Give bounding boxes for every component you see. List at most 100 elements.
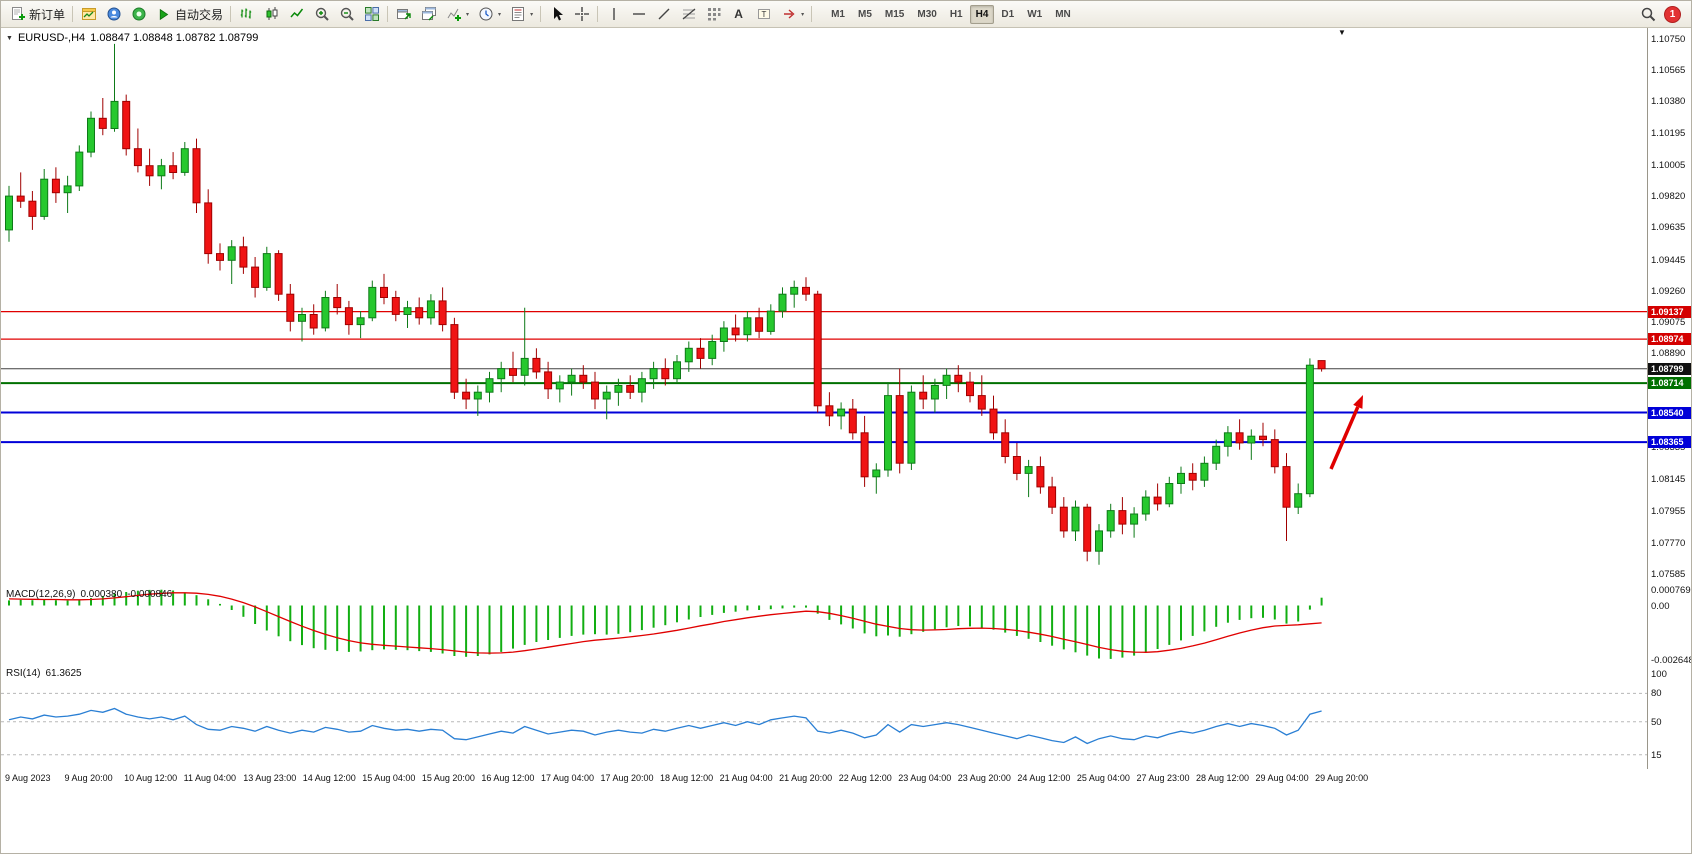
chart-symbol-period: EURUSD-,H4 xyxy=(17,32,86,44)
indicators-icon xyxy=(445,6,462,23)
templates-button[interactable]: ▾ xyxy=(505,3,537,26)
crosshair-button[interactable] xyxy=(569,3,594,26)
time-axis[interactable]: 9 Aug 2023 9 Aug 20:00 10 Aug 12:00 11 Aug … xyxy=(1,769,1647,789)
arrange-windows-icon xyxy=(395,6,412,23)
toolbar-separator xyxy=(387,6,389,22)
time-tick: 16 Aug 12:00 xyxy=(481,773,535,783)
price-tick: 1.09635 xyxy=(1651,222,1686,234)
clock-icon xyxy=(477,6,494,23)
bar-chart-button[interactable] xyxy=(234,3,259,26)
trendline-button[interactable] xyxy=(651,3,676,26)
rsi-tick: 50 xyxy=(1651,716,1662,728)
time-tick: 17 Aug 20:00 xyxy=(600,773,654,783)
price-tick: 1.08145 xyxy=(1651,474,1686,486)
profiles-icon xyxy=(105,6,122,23)
text-button[interactable]: A xyxy=(726,3,751,26)
new-order-button[interactable]: 新订单 xyxy=(5,3,69,26)
text-icon: A xyxy=(734,7,743,21)
zoom-in-icon xyxy=(313,6,330,23)
arrows-tool-button[interactable]: ▾ xyxy=(776,3,808,26)
main-toolbar: 新订单 自动交易 xyxy=(1,1,1691,28)
vertical-line-button[interactable] xyxy=(601,3,626,26)
price-tick: 1.07955 xyxy=(1651,506,1686,518)
chevron-down-icon: ▾ xyxy=(466,11,470,18)
zoom-in-button[interactable] xyxy=(309,3,334,26)
price-label: 1.08974 xyxy=(1648,333,1691,346)
timeframe-h1[interactable]: H1 xyxy=(949,8,963,20)
timeframe-m5[interactable]: M5 xyxy=(858,8,872,20)
cursor-button[interactable] xyxy=(544,3,569,26)
main-chart-pane[interactable]: ▼ EURUSD-,H4 1.08847 1.08848 1.08782 1.0… xyxy=(1,27,1647,585)
trendline-icon xyxy=(655,6,672,23)
tile-windows-button[interactable] xyxy=(359,3,384,26)
price-tick: 1.10750 xyxy=(1651,33,1686,45)
cascade-windows-button[interactable] xyxy=(416,3,441,26)
timeframe-m30[interactable]: M30 xyxy=(917,8,937,20)
macd-tick: -0.002648 xyxy=(1651,654,1692,666)
zoom-out-icon xyxy=(338,6,355,23)
terminal-button[interactable] xyxy=(126,3,151,26)
new-order-icon xyxy=(9,6,26,23)
bar-chart-icon xyxy=(238,6,255,23)
autotrade-label: 自动交易 xyxy=(175,7,224,22)
indicators-button[interactable]: ▾ xyxy=(441,3,473,26)
timeframe-w1[interactable]: W1 xyxy=(1027,8,1043,20)
horizontal-line-button[interactable] xyxy=(626,3,651,26)
time-tick: 23 Aug 20:00 xyxy=(957,773,1011,783)
fibonacci-icon xyxy=(680,6,697,23)
terminal-icon xyxy=(130,6,147,23)
macd-signal-value: -0.000846 xyxy=(127,589,173,600)
arrange-windows-button[interactable] xyxy=(391,3,416,26)
objects-grid-button[interactable] xyxy=(701,3,726,26)
timeframe-h4[interactable]: H4 xyxy=(969,4,995,24)
new-chart-button[interactable] xyxy=(76,3,101,26)
chevron-down-icon: ▾ xyxy=(801,11,805,18)
crosshair-icon xyxy=(573,6,590,23)
time-tick: 15 Aug 04:00 xyxy=(362,773,416,783)
toolbar-right: 1 xyxy=(1639,5,1687,23)
objects-grid-icon xyxy=(705,6,722,23)
chart-title: ▼ EURUSD-,H4 1.08847 1.08848 1.08782 1.0… xyxy=(6,32,258,44)
rsi-tick: 15 xyxy=(1651,749,1662,761)
price-tick: 1.10005 xyxy=(1651,159,1686,171)
time-tick: 29 Aug 04:00 xyxy=(1255,773,1309,783)
profiles-button[interactable] xyxy=(101,3,126,26)
autotrade-play-icon xyxy=(155,6,172,23)
timeframe-d1[interactable]: D1 xyxy=(1001,8,1015,20)
cascade-windows-icon xyxy=(420,6,437,23)
periods-button[interactable]: ▾ xyxy=(473,3,505,26)
timeframe-m15[interactable]: M15 xyxy=(884,8,905,20)
price-label: 1.08540 xyxy=(1648,406,1691,419)
price-scale[interactable]: 1.10750 1.10565 1.10380 1.10195 1.10005 1.098… xyxy=(1647,27,1692,769)
one-click-trading-arrow[interactable]: ▼ xyxy=(6,34,13,42)
toolbar-separator xyxy=(230,6,232,22)
macd-tick: 0.000769 xyxy=(1651,584,1691,596)
notification-badge[interactable]: 1 xyxy=(1664,5,1681,23)
text-label-button[interactable]: T xyxy=(751,3,776,26)
price-tick: 1.10380 xyxy=(1651,96,1686,108)
timeframe-mn[interactable]: MN xyxy=(1055,8,1071,20)
line-chart-button[interactable] xyxy=(284,3,309,26)
autotrade-button[interactable]: 自动交易 xyxy=(151,3,227,26)
zoom-out-button[interactable] xyxy=(334,3,359,26)
template-icon xyxy=(509,6,526,23)
vertical-line-icon xyxy=(605,6,622,23)
time-tick: 11 Aug 04:00 xyxy=(183,773,237,783)
candlestick-canvas[interactable] xyxy=(1,27,1647,585)
rsi-canvas[interactable] xyxy=(1,665,1647,769)
chevron-down-icon: ▾ xyxy=(498,11,502,18)
timeframe-m1[interactable]: M1 xyxy=(831,8,845,20)
chart-shift-marker[interactable]: ▼ xyxy=(1338,28,1346,37)
macd-label: MACD(12,26,9) 0.000380 -0.000846 xyxy=(6,589,172,600)
time-tick: 17 Aug 04:00 xyxy=(540,773,594,783)
macd-canvas[interactable] xyxy=(1,586,1647,664)
price-label: 1.08799 xyxy=(1648,362,1691,375)
text-label-icon: T xyxy=(755,6,772,23)
timeframe-group: M1 M5 M15 M30 H1 H4 D1 W1 MN xyxy=(825,4,1077,24)
fibonacci-button[interactable] xyxy=(676,3,701,26)
rsi-pane[interactable]: RSI(14) 61.3625 xyxy=(1,665,1647,769)
search-icon[interactable] xyxy=(1639,6,1656,23)
candlestick-button[interactable] xyxy=(259,3,284,26)
macd-pane[interactable]: MACD(12,26,9) 0.000380 -0.000846 xyxy=(1,586,1647,664)
